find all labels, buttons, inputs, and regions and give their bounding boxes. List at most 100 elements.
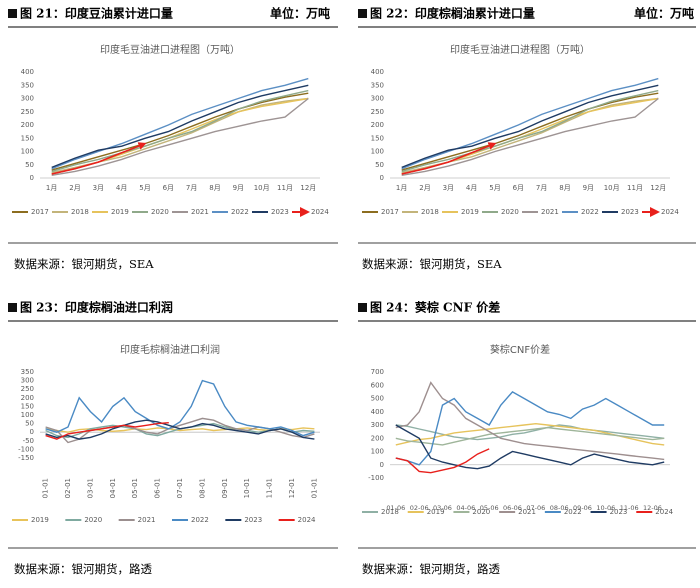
x-tick-label: 09-06	[573, 504, 592, 512]
legend-label: 2019	[461, 208, 479, 216]
y-tick-label: 100	[21, 148, 34, 156]
y-tick-label: 50	[375, 161, 384, 169]
x-tick-label: 11-06	[620, 504, 639, 512]
x-tick-label: 4月	[466, 184, 477, 192]
x-tick-label: 11月	[277, 184, 293, 192]
x-tick-label: 7月	[536, 184, 547, 192]
legend-label: 2019	[111, 208, 129, 216]
source-note: 数据来源：银河期货，SEA	[362, 257, 502, 271]
series-line	[401, 92, 659, 171]
y-tick-label: 0	[380, 174, 384, 182]
legend-label: 2020	[84, 516, 102, 524]
x-tick-label: 03-06	[433, 504, 452, 512]
series-line	[395, 426, 665, 446]
x-tick-label: 01-06	[386, 504, 405, 512]
y-tick-label: 200	[21, 121, 34, 129]
x-tick-label: 11-01	[266, 478, 274, 498]
x-tick-label: 3月	[93, 184, 104, 192]
y-tick-label: -150	[18, 454, 34, 462]
series-line	[395, 424, 665, 441]
legend-label: 2022	[564, 508, 582, 516]
series-line	[395, 424, 665, 470]
legend-label: 2023	[271, 208, 289, 216]
y-tick-label: 150	[371, 134, 384, 142]
y-tick-label: 100	[371, 448, 384, 456]
y-tick-label: 200	[371, 121, 384, 129]
caption-unit: 单位：万吨	[270, 6, 330, 21]
x-tick-label: 6月	[163, 184, 174, 192]
x-tick-label: 10-01	[243, 478, 251, 498]
x-tick-label: 02-06	[410, 504, 429, 512]
caption-title: 图 22：印度棕榈油累计进口量	[370, 6, 535, 21]
series-line	[51, 97, 309, 176]
x-tick-label: 9月	[583, 184, 594, 192]
y-tick-label: 250	[21, 108, 34, 116]
series-line	[401, 77, 659, 170]
legend-label: 2024	[655, 508, 673, 516]
y-tick-label: 0	[30, 428, 34, 436]
chart-title: 印度毛豆油进口进程图（万吨）	[450, 43, 590, 56]
legend-label: 2019	[31, 516, 49, 524]
y-tick-label: 0	[30, 174, 34, 182]
caption-title: 图 21：印度豆油累计进口量	[20, 6, 173, 21]
caption-title: 图 24：葵棕 CNF 价差	[370, 300, 500, 315]
series-line	[45, 419, 315, 440]
series-line	[401, 97, 659, 176]
y-tick-label: 350	[21, 368, 34, 376]
series-line	[51, 92, 309, 171]
y-tick-label: 150	[21, 402, 34, 410]
y-tick-label: 600	[371, 381, 384, 389]
y-tick-label: 50	[25, 161, 34, 169]
x-tick-label: 08-06	[550, 504, 569, 512]
x-tick-label: 6月	[513, 184, 524, 192]
x-tick-label: 01-01	[42, 478, 50, 498]
caption-title: 图 23：印度棕榈油进口利润	[20, 300, 173, 315]
series-line	[45, 379, 315, 437]
legend-label: 2023	[610, 508, 628, 516]
x-tick-label: 06-06	[503, 504, 522, 512]
x-tick-label: 03-01	[86, 478, 94, 498]
source-note: 数据来源：银河期货，路透	[14, 562, 152, 576]
series-line	[395, 448, 490, 474]
series-line	[395, 391, 665, 466]
caption-icon	[8, 303, 17, 312]
x-tick-label: 04-01	[109, 478, 117, 498]
y-tick-label: 400	[371, 68, 384, 76]
y-tick-label: 150	[21, 134, 34, 142]
legend-label: 2023	[244, 516, 262, 524]
y-tick-label: -100	[368, 474, 384, 482]
legend-label: 2024	[661, 208, 679, 216]
source-note: 数据来源：银河期货，SEA	[14, 257, 154, 271]
x-tick-label: 12-01	[288, 478, 296, 498]
legend-label: 2020	[151, 208, 169, 216]
caption-icon	[8, 9, 17, 18]
series-line	[401, 84, 659, 169]
y-tick-label: 300	[371, 421, 384, 429]
chart-title: 葵棕CNF价差	[490, 343, 550, 356]
chart-title: 印度毛豆油进口进程图（万吨）	[100, 43, 240, 56]
x-tick-label: 04-06	[456, 504, 475, 512]
legend-label: 2022	[231, 208, 249, 216]
caption-icon	[358, 303, 367, 312]
series-line	[51, 89, 309, 173]
series-line	[51, 84, 309, 169]
y-tick-label: 50	[25, 420, 34, 428]
legend-label: 2020	[472, 508, 490, 516]
x-tick-label: 4月	[116, 184, 127, 192]
legend-label: 2021	[518, 508, 536, 516]
y-tick-label: 0	[380, 461, 384, 469]
x-tick-label: 8月	[559, 184, 570, 192]
x-tick-label: 07-01	[176, 478, 184, 498]
y-tick-label: 200	[21, 394, 34, 402]
legend-label: 2022	[581, 208, 599, 216]
caption-unit: 单位：万吨	[634, 6, 694, 21]
x-tick-label: 12月	[650, 184, 666, 192]
x-tick-label: 08-01	[198, 478, 206, 498]
x-tick-label: 05-06	[480, 504, 499, 512]
y-tick-label: 300	[21, 95, 34, 103]
y-tick-label: 700	[371, 368, 384, 376]
y-tick-label: 100	[21, 411, 34, 419]
x-tick-label: 07-06	[526, 504, 545, 512]
